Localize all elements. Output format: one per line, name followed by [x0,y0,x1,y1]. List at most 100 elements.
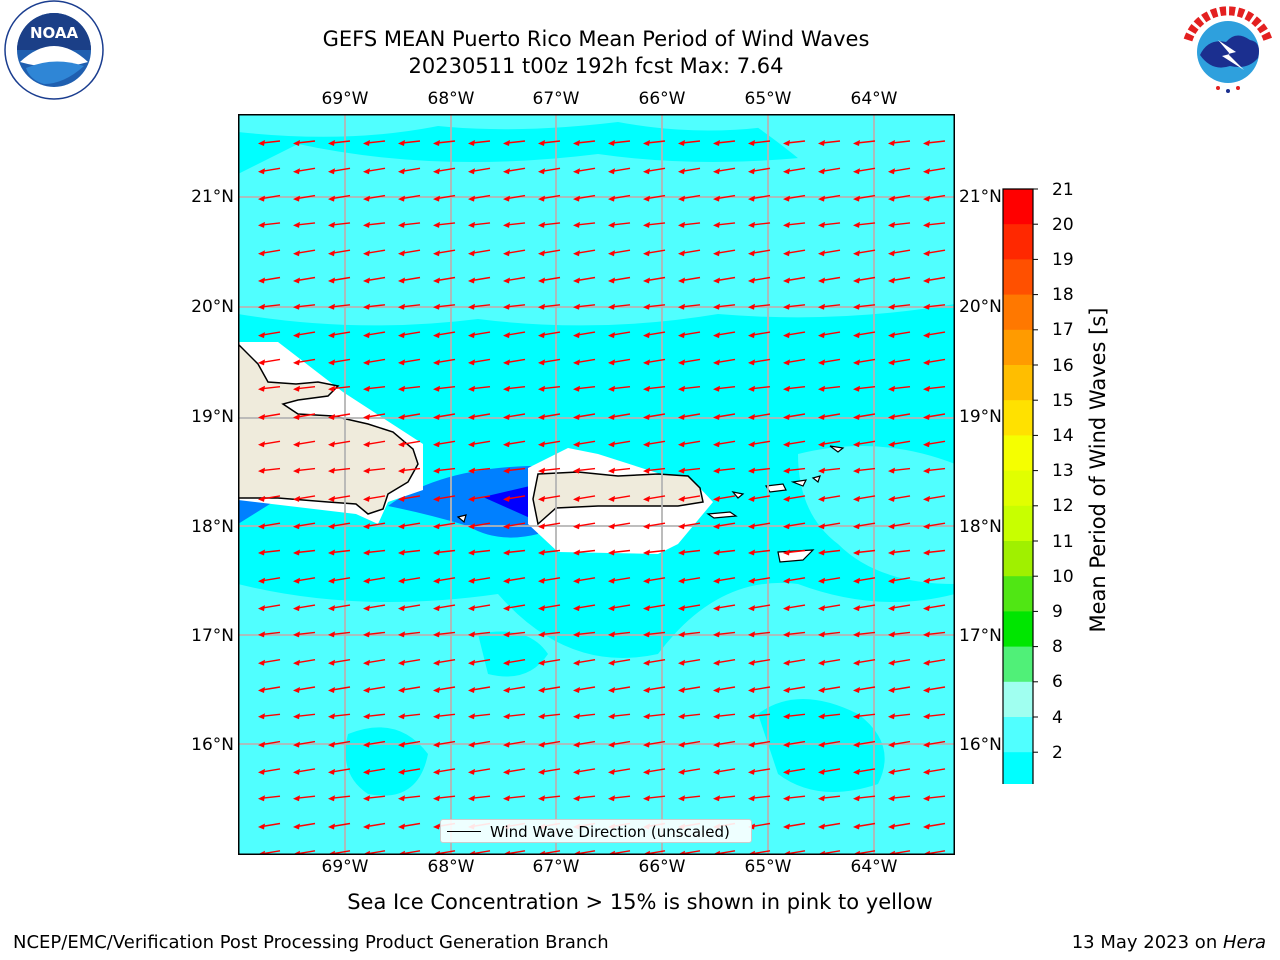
wind-wave-arrow [646,604,666,609]
wind-wave-arrowhead [503,768,510,775]
wind-wave-arrow [366,140,386,144]
wind-wave-arrow [436,604,456,609]
wind-wave-arrow [821,167,841,172]
wind-wave-arrow [821,822,841,828]
wind-wave-arrow [366,604,386,609]
wind-wave-arrow [751,331,771,336]
wind-wave-arrow [331,713,351,717]
map-legend: Wind Wave Direction (unscaled) [440,819,752,843]
wind-wave-arrow [296,768,316,773]
wind-wave-arrowhead [643,441,650,448]
wind-wave-arrow [506,386,526,390]
wind-wave-arrowhead [293,195,300,202]
wind-wave-arrowhead [538,441,545,448]
wind-wave-arrow [541,440,561,445]
wind-wave-arrow [506,768,526,773]
wind-wave-arrow [716,331,736,336]
wind-wave-arrow [646,467,666,472]
wind-wave-arrowhead [748,687,755,693]
wind-wave-arrow [856,768,876,773]
wind-wave-arrow [296,440,316,445]
wind-wave-arrowhead [818,795,825,802]
wind-wave-arrow [926,768,946,773]
wind-wave-arrow [541,577,561,582]
wind-wave-arrowhead [328,605,335,612]
wind-wave-arrowhead [468,605,475,612]
wind-wave-arrowhead [538,250,545,257]
wind-wave-arrow [856,358,876,364]
wind-wave-arrowhead [748,441,755,448]
wind-wave-arrowhead [818,385,825,392]
wind-wave-arrow [751,386,771,390]
wind-wave-arrowhead [328,332,335,339]
wind-wave-arrowhead [503,195,510,202]
wind-wave-arrowhead [713,605,720,612]
wave-period-field-6-8 [238,114,955,855]
wind-wave-arrowhead [643,221,650,228]
wind-wave-arrowhead [258,605,265,612]
wind-wave-arrow [506,850,526,855]
wind-wave-arrow [856,659,876,664]
wind-wave-arrowhead [678,687,685,693]
wind-wave-arrowhead [888,713,895,720]
wind-wave-arrowhead [433,221,440,228]
wind-wave-arrowhead [678,250,685,257]
wind-wave-arrowhead [328,631,335,638]
wind-wave-arrowhead [888,741,895,748]
wind-wave-arrowhead [573,687,580,693]
colorbar-segment [1003,505,1033,542]
wind-wave-arrowhead [783,713,790,720]
wind-wave-arrow [506,686,526,691]
wind-wave-arrow [856,522,876,527]
wind-wave-arrow [261,140,281,144]
wind-wave-arrowhead [783,250,790,257]
wind-wave-arrow [576,331,596,336]
wind-wave-arrow [821,659,841,664]
colorbar-tick: 16 [1052,356,1074,376]
wind-wave-arrowhead [783,359,790,366]
wind-wave-arrowhead [748,195,755,202]
wind-wave-arrowhead [748,332,755,339]
wind-wave-arrow [471,631,491,636]
wave-period-field-2-4 [388,466,538,538]
wind-wave-arrow [611,604,631,609]
wind-wave-arrowhead [923,795,930,802]
wind-wave-arrowhead [748,359,755,366]
wind-wave-arrow [541,768,561,773]
wind-wave-arrow [681,631,701,636]
wind-wave-arrow [261,768,281,773]
wind-wave-arrowhead [293,221,300,228]
wind-wave-arrowhead [258,332,265,339]
wind-wave-arrowhead [783,659,790,666]
wind-wave-arrow [926,440,946,445]
wind-wave-arrow [296,577,316,582]
wind-wave-arrowhead [573,195,580,202]
wind-wave-arrow [401,331,421,336]
wind-wave-arrowhead [468,303,475,310]
wind-wave-arrow [926,386,946,390]
colorbar-tick: 4 [1052,708,1063,728]
wind-wave-arrowhead [923,359,930,366]
wind-wave-arrow [401,659,421,664]
colorbar-tick: 6 [1052,672,1063,692]
wind-wave-arrow [576,194,596,200]
wind-wave-arrowhead [328,823,335,830]
wind-wave-arrowhead [328,768,335,775]
wind-wave-arrowhead [293,303,300,310]
wind-wave-arrow [436,358,456,364]
wind-wave-arrow [576,713,596,717]
wind-wave-arrow [681,167,701,172]
lon-label: 69°W [321,857,369,877]
wind-wave-arrow [821,631,841,636]
wind-wave-arrow [786,140,806,144]
wind-wave-arrow [401,850,421,855]
wind-wave-arrowhead [748,631,755,638]
wind-wave-arrow [891,140,911,144]
wind-wave-arrow [541,167,561,172]
wind-wave-arrow [716,631,736,636]
wind-wave-arrowhead [643,495,650,502]
wind-wave-arrowhead [433,441,440,448]
wind-wave-arrowhead [888,140,895,146]
lon-label: 66°W [638,857,686,877]
wind-wave-arrow [401,740,421,746]
